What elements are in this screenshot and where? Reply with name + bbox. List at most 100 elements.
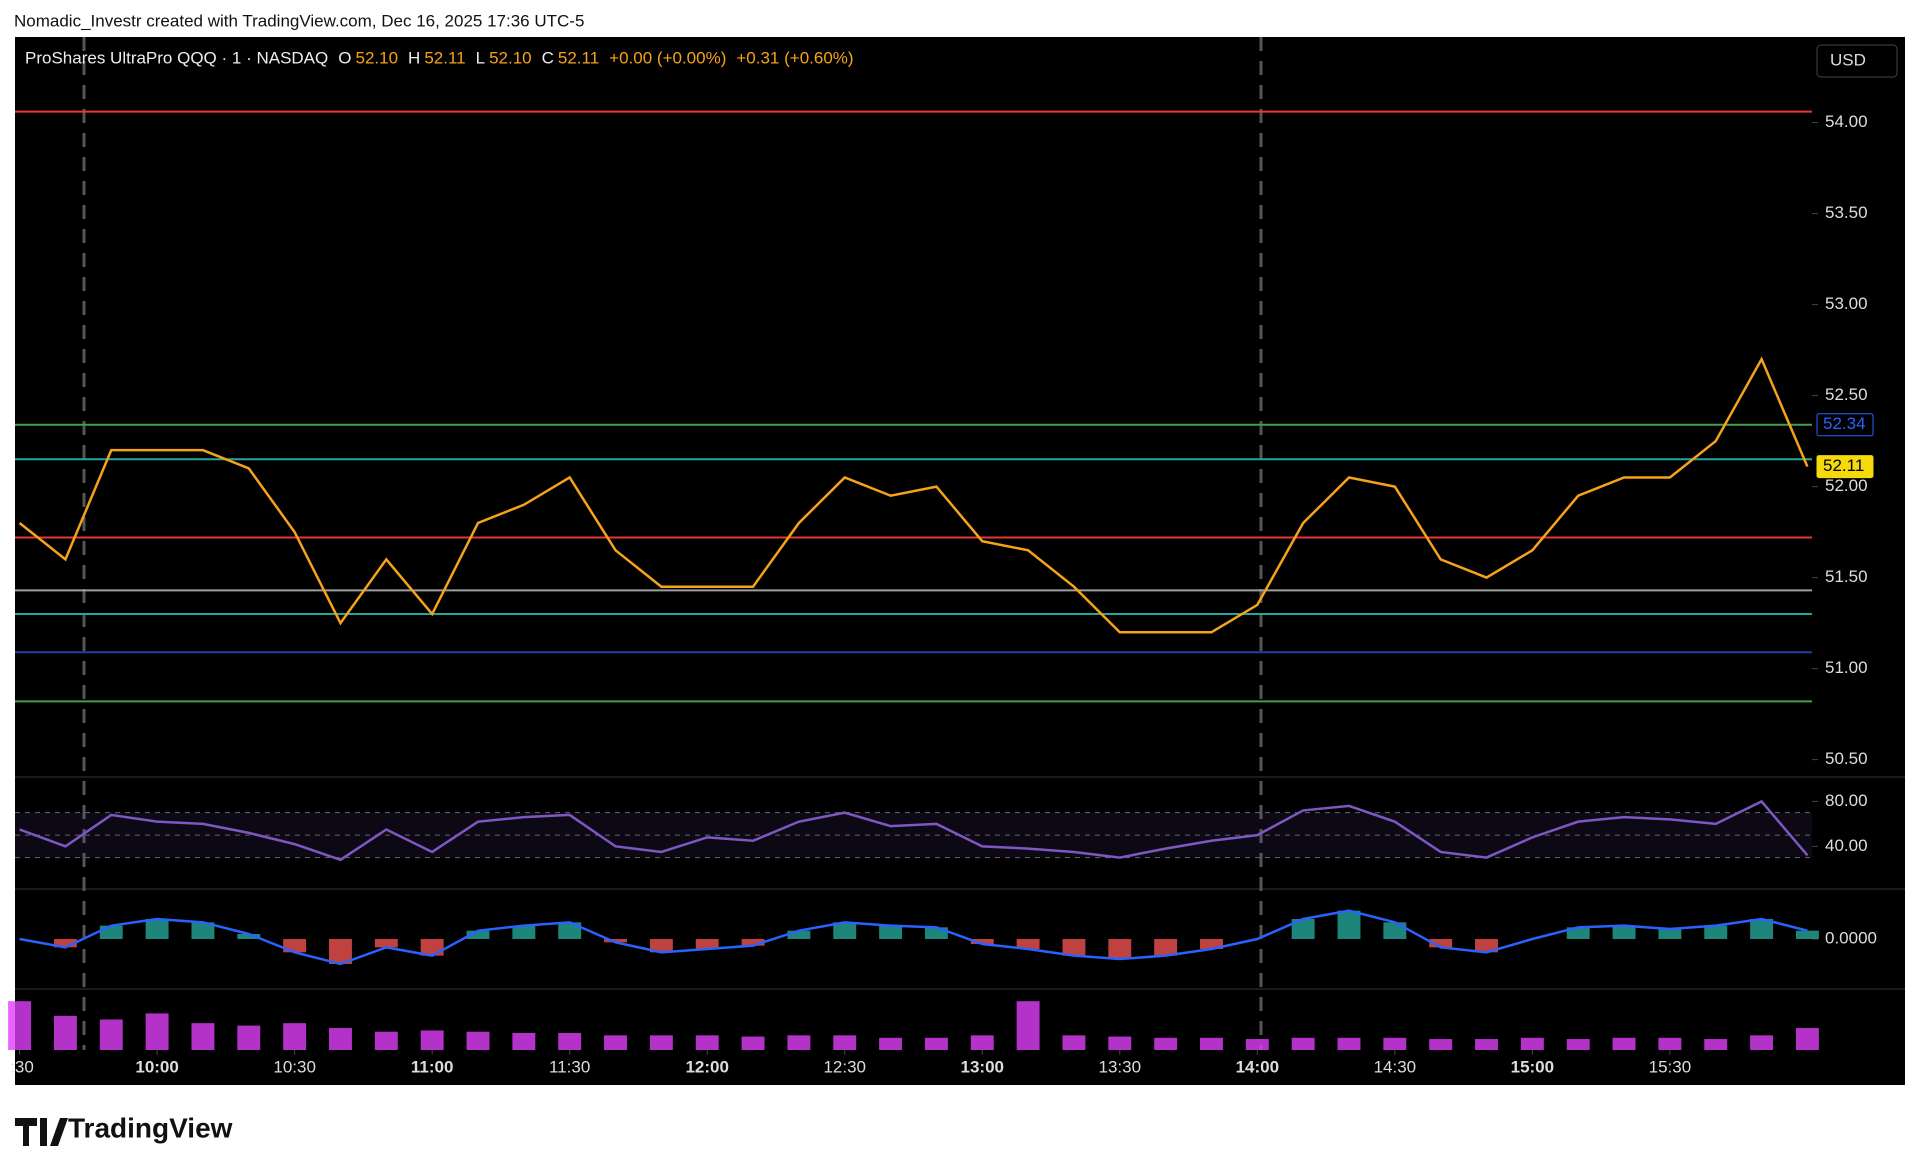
macd-bar: [970, 939, 994, 944]
macd-bar: [1566, 927, 1590, 939]
macd-bar: [466, 930, 490, 939]
volume-bar: [329, 1028, 352, 1050]
macd-bar: [1475, 939, 1498, 953]
macd-bar: [1750, 919, 1774, 939]
macd-bar: [1291, 919, 1315, 939]
volume-bar: [741, 1036, 765, 1050]
volume-bar: [787, 1035, 811, 1050]
volume-bar: [1795, 1028, 1819, 1050]
volume-bar: [970, 1035, 994, 1050]
y-tick-label: 51.50: [1825, 567, 1868, 586]
macd-bar: [1154, 939, 1178, 956]
volume-bar: [1154, 1037, 1178, 1050]
macd-bar: [237, 934, 261, 939]
macd-bar: [1062, 939, 1086, 956]
macd-bar: [1200, 939, 1223, 949]
x-tick-label: 12:00: [685, 1057, 728, 1076]
y-tick-label: 53.00: [1825, 294, 1868, 313]
macd-bar: [99, 925, 123, 939]
macd-bar: [741, 939, 765, 946]
legend-text: H: [408, 48, 420, 67]
volume-bar: [879, 1037, 903, 1050]
y-tick-label: 52.00: [1825, 476, 1868, 495]
volume-bar: [833, 1035, 857, 1050]
x-tick-label: 13:00: [961, 1057, 1004, 1076]
volume-bar: [283, 1023, 307, 1050]
y-tick-label: 0.0000: [1825, 928, 1877, 947]
volume-bar: [191, 1023, 215, 1050]
legend-text: 52.11: [424, 48, 465, 67]
macd-bar: [1658, 929, 1682, 939]
volume-bar: [1566, 1039, 1590, 1050]
legend-text: +0.00 (+0.00%): [609, 48, 726, 67]
volume-bar: [649, 1035, 673, 1050]
legend-text: 52.10: [355, 48, 398, 67]
macd-bar: [833, 922, 857, 939]
macd-bar: [1108, 939, 1132, 959]
legend-text: C: [542, 48, 554, 67]
macd-bar: [53, 939, 77, 948]
volume-bar: [466, 1031, 490, 1050]
macd-bar: [374, 939, 398, 948]
volume-bar: [1200, 1037, 1223, 1050]
macd-bar: [145, 919, 169, 939]
legend-text: L: [476, 48, 485, 67]
volume-bar: [1429, 1039, 1453, 1050]
volume-bar: [1062, 1035, 1086, 1050]
volume-bar: [1016, 1001, 1040, 1050]
y-tick-label: 40.00: [1825, 836, 1868, 855]
volume-bar: [99, 1019, 123, 1050]
price-tag: [1816, 413, 1874, 437]
macd-bar: [924, 927, 948, 939]
volume-bar: [420, 1030, 444, 1050]
macd-bar: [1337, 910, 1361, 939]
currency-box[interactable]: [1816, 44, 1898, 78]
macd-bar: [649, 939, 673, 953]
x-tick-label: 14:00: [1236, 1057, 1279, 1076]
x-tick-label: :30: [10, 1057, 34, 1076]
volume-bar: [604, 1035, 627, 1050]
volume-bar: [1383, 1037, 1407, 1050]
macd-bar: [1383, 922, 1407, 939]
volume-bar: [924, 1037, 948, 1050]
volume-bar: [1291, 1037, 1315, 1050]
volume-bar: [237, 1025, 261, 1050]
macd-bar: [191, 922, 215, 939]
macd-bar: [1429, 939, 1453, 948]
macd-bar: [329, 939, 352, 964]
y-tick-label: 54.00: [1825, 112, 1868, 131]
macd-bar: [1612, 925, 1636, 939]
macd-bar: [604, 939, 627, 943]
series-line: [18, 356, 1809, 634]
macd-bar: [512, 925, 536, 939]
volume-bar: [558, 1032, 582, 1050]
x-tick-label: 10:30: [273, 1057, 316, 1076]
volume-bar: [1475, 1039, 1498, 1050]
macd-bar: [1704, 925, 1728, 939]
volume-bar: [1520, 1037, 1544, 1050]
legend-text: O: [338, 48, 351, 67]
volume-bar: [1750, 1035, 1774, 1050]
attribution: Nomadic_Investr created with TradingView…: [14, 11, 584, 30]
x-tick-label: 13:30: [1099, 1057, 1142, 1076]
volume-bar: [1245, 1039, 1269, 1050]
series-line: [19, 909, 1808, 966]
macd-bar: [1016, 939, 1040, 949]
x-tick-label: 14:30: [1374, 1057, 1417, 1076]
volume-bar: [374, 1031, 398, 1050]
brand: TradingView: [15, 1112, 233, 1146]
x-tick-label: 11:30: [549, 1057, 590, 1076]
x-tick-label: 15:00: [1511, 1057, 1554, 1076]
x-tick-label: 10:00: [135, 1057, 178, 1076]
volume-bar: [1658, 1037, 1682, 1050]
legend-text: 52.11: [558, 48, 599, 67]
macd-bar: [695, 939, 719, 949]
volume-bar: [8, 1001, 32, 1050]
x-tick-label: 12:30: [823, 1057, 866, 1076]
brand-name: TradingView: [68, 1112, 233, 1143]
y-tick-label: 80.00: [1825, 791, 1868, 810]
macd-bar: [1795, 930, 1819, 939]
volume-bar: [145, 1013, 169, 1050]
price-tag-label: 52.34: [1823, 414, 1866, 433]
